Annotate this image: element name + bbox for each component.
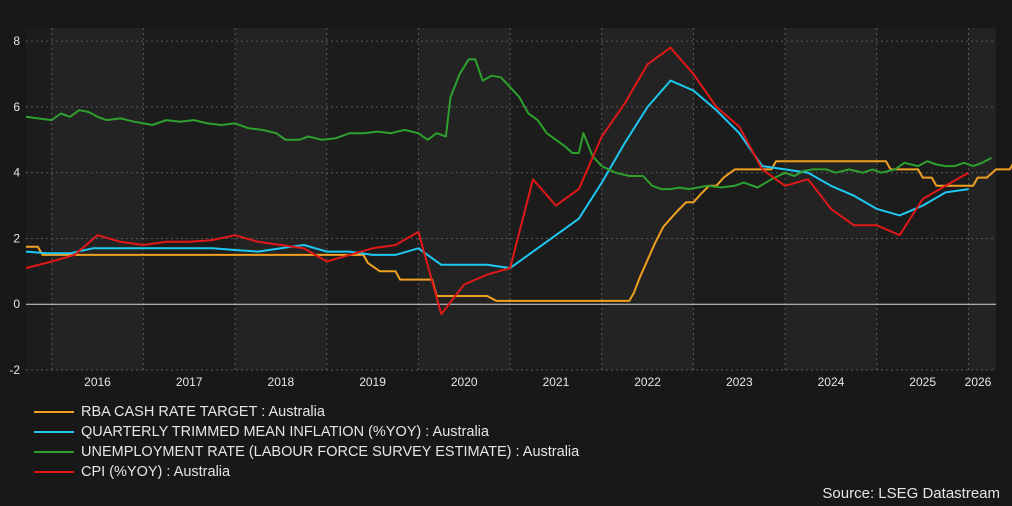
- legend-swatch-rba: [34, 411, 74, 413]
- year-band: [418, 28, 511, 370]
- x-tick-label: 2020: [451, 375, 478, 389]
- legend-label-cpi: CPI (%YOY) : Australia: [81, 464, 231, 480]
- year-band: [785, 28, 877, 370]
- x-tick-label: 2018: [268, 375, 295, 389]
- source-label: Source: LSEG Datastream: [822, 485, 1000, 502]
- x-tick-label: 2026: [965, 375, 992, 389]
- y-tick-label: 4: [13, 166, 20, 180]
- x-tick-label: 2024: [818, 375, 845, 389]
- legend-item-unemployment: UNEMPLOYMENT RATE (LABOUR FORCE SURVEY E…: [34, 442, 579, 462]
- x-tick-label: 2017: [176, 375, 203, 389]
- line-chart: -2 0 2 4 6 8 2016 2017 2018 2019 2020 2021 2022 2023…: [9, 28, 1012, 389]
- x-tick-label: 2021: [543, 375, 570, 389]
- legend: RBA CASH RATE TARGET : Australia QUARTER…: [34, 402, 579, 482]
- legend-label-rba: RBA CASH RATE TARGET : Australia: [81, 404, 325, 420]
- x-axis: 2016 2017 2018 2019 2020 2021 2022 2023 2024 2025…: [84, 375, 992, 389]
- cpi-line: [25, 46, 969, 316]
- year-band: [968, 28, 996, 370]
- legend-label-trimmed-mean: QUARTERLY TRIMMED MEAN INFLATION (%YOY) …: [81, 424, 489, 440]
- legend-item-trimmed-mean: QUARTERLY TRIMMED MEAN INFLATION (%YOY) …: [34, 422, 579, 442]
- rba-cash-rate-line: [26, 160, 1012, 302]
- series-layer: [25, 46, 1012, 316]
- legend-swatch-unemployment: [34, 451, 74, 453]
- trimmed-mean-inflation-line: [25, 79, 969, 270]
- legend-item-cpi: CPI (%YOY) : Australia: [34, 462, 579, 482]
- legend-label-unemployment: UNEMPLOYMENT RATE (LABOUR FORCE SURVEY E…: [81, 444, 580, 460]
- legend-swatch-trimmed-mean: [34, 431, 74, 433]
- y-tick-label: 8: [13, 34, 20, 48]
- year-band: [235, 28, 327, 370]
- grid: [26, 28, 996, 371]
- year-band: [51, 28, 144, 370]
- y-tick-label: 0: [13, 297, 20, 311]
- y-tick-label: 2: [13, 231, 20, 245]
- legend-swatch-cpi: [34, 471, 74, 473]
- y-tick-label: -2: [9, 363, 20, 377]
- y-axis: -2 0 2 4 6 8: [9, 34, 20, 377]
- year-band: [601, 28, 694, 370]
- x-tick-label: 2023: [726, 375, 753, 389]
- x-tick-label: 2019: [359, 375, 386, 389]
- legend-item-rba: RBA CASH RATE TARGET : Australia: [34, 402, 579, 422]
- unemployment-rate-line: [25, 58, 992, 191]
- x-tick-label: 2022: [634, 375, 661, 389]
- x-tick-label: 2016: [84, 375, 111, 389]
- x-tick-label: 2025: [909, 375, 936, 389]
- y-tick-label: 6: [13, 100, 20, 114]
